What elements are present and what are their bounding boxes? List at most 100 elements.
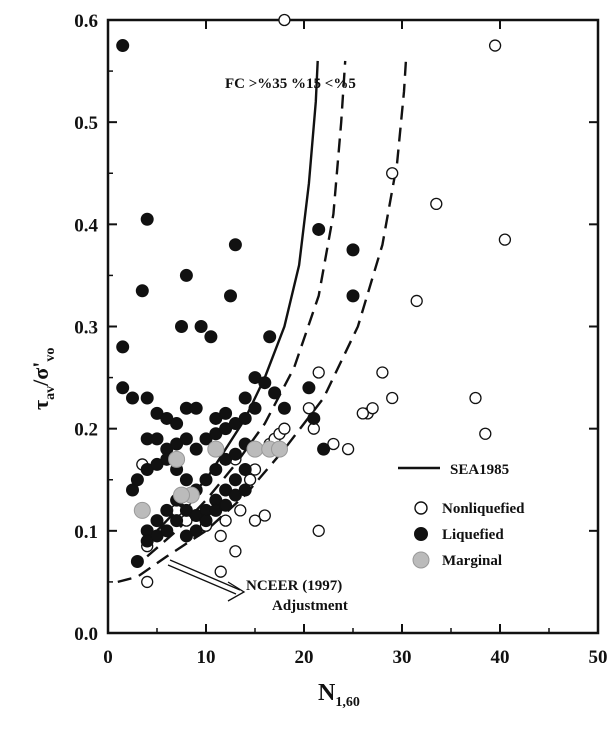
liquefied-point [302,381,316,395]
legend-liquefied-marker [414,527,428,541]
liquefied-point [116,39,130,53]
marginal-point [173,486,190,504]
data-points [116,13,512,589]
liquefied-point [209,463,223,477]
nonliquefied-point [141,575,154,589]
x-tick-label: 10 [197,647,216,668]
y-tick-label: 0.1 [74,522,98,543]
nonliquefied-point [376,366,389,379]
nonliquefied-point [356,407,369,420]
liquefied-point [179,473,193,487]
nonliquefied-point [278,422,291,435]
nonliquefied-point [243,473,257,486]
liquefied-point [268,386,282,400]
x-tick-label: 0 [103,647,113,668]
y-tick-label: 0.6 [74,11,98,32]
marginal-point [271,440,288,458]
nonliquefied-point [386,167,399,180]
liquefied-point [346,289,360,303]
nonliquefied-point [386,391,399,405]
liquefied-point [199,473,213,487]
liquefied-point [179,432,193,446]
liquefied-point [160,524,174,538]
liquefied-point [219,498,233,512]
liquefied-point [135,284,149,298]
nceer-label-2: Adjustment [272,598,348,614]
liquefied-point [224,289,237,303]
legend-nonliquefied-label: Nonliquefied [442,501,525,517]
liquefied-point [130,554,144,568]
liquefied-point [238,463,252,477]
x-tick-label: 40 [491,647,510,668]
liquefied-point [116,340,130,354]
liquefied-point [150,514,164,528]
legend-marginal-label: Marginal [442,553,502,569]
y-tick-label: 0.5 [74,113,98,134]
liquefied-point [126,391,139,405]
nonliquefied-point [312,524,325,537]
nceer-arrow [167,559,246,602]
liquefied-point [150,432,164,446]
liquefied-point [140,391,154,405]
liquefied-point [179,268,193,282]
x-tick-label: 30 [393,647,412,668]
liquefied-point [238,391,252,405]
x-tick-label: 50 [589,647,608,668]
nonliquefied-point [312,366,325,379]
liquefied-point [238,483,252,497]
liquefied-point [189,401,203,415]
liquefied-point [170,514,184,528]
nonliquefied-point [214,529,227,543]
nonliquefied-point [214,565,227,578]
y-axis-title: τav/σ'vo [28,348,58,410]
nonliquefied-point [479,427,492,440]
liquefied-point [346,243,360,257]
nonliquefied-point [341,442,355,456]
legend-nonliquefied-marker [414,501,428,515]
y-tick-label: 0.3 [74,318,98,339]
y-tick-label: 0.4 [74,215,98,236]
liquefied-point [258,376,272,390]
liquefied-point [263,330,277,344]
fc-label: FC >%35 %15 <%5 [225,76,356,92]
liquefied-point [317,442,331,456]
liquefied-point [175,320,188,333]
liquefied-point [199,514,213,528]
liquefied-point [312,222,326,236]
liquefied-point [160,503,174,517]
liquefied-point [204,330,218,344]
liquefied-point [248,401,262,415]
nonliquefied-point [488,39,502,52]
x-axis-title: N1,60 [318,680,360,710]
nonliquefied-point [469,391,482,405]
nonliquefied-point [498,233,512,246]
liquefied-point [219,406,233,420]
nonliquefied-point [229,545,242,558]
legend-marginal-marker [412,551,430,569]
y-tick-label: 0.0 [74,624,98,645]
nonliquefied-point [430,197,443,211]
nonliquefied-point [278,13,291,27]
liquefied-point [189,442,203,456]
marginal-point [246,440,264,458]
nceer-label: NCEER (1997) [246,578,342,594]
liquefied-point [228,447,242,461]
marginal-point [207,440,225,458]
liquefied-point [116,381,130,395]
nonliquefied-point [327,437,340,451]
liquefied-point [130,473,144,487]
x-tick-label: 20 [295,647,314,668]
liquefied-point [307,411,321,425]
nonliquefied-point [219,514,232,527]
y-tick-label: 0.2 [74,420,98,441]
axis-ticks: 0 10 20 30 40 50 0.0 0.1 0.2 0.3 0.4 0.5 0.6 [74,11,607,668]
liquefied-point [277,401,291,415]
liquefied-point [140,212,154,226]
legend-sea1985-label: SEA1985 [450,462,509,478]
legend-liquefied-label: Liquefied [442,527,504,543]
liquefied-point [194,320,208,333]
nonliquefied-point [410,294,423,308]
nonliquefied-point [258,509,271,522]
liquefied-point [189,524,203,538]
